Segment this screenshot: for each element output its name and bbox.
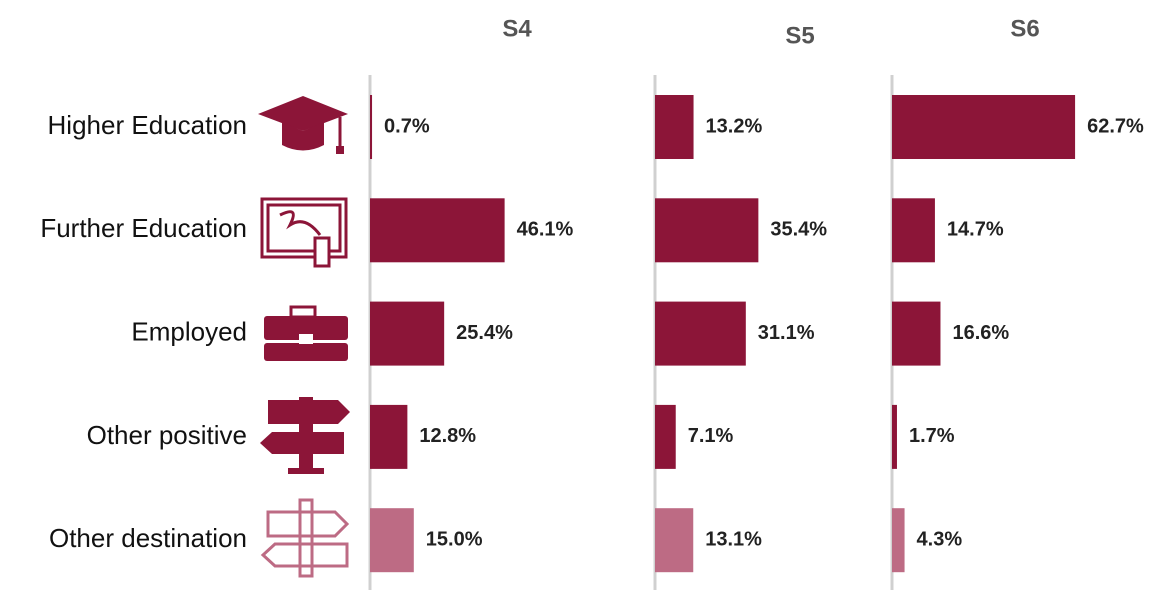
panel-header: S4 [502,15,532,42]
bar [655,95,694,159]
bar [892,508,905,573]
value-label: 7.1% [688,425,734,447]
bar [655,301,746,366]
value-label: 16.6% [952,322,1009,344]
category-label: Employed [131,316,247,346]
bar [655,198,759,263]
category-label: Further Education [40,213,247,243]
value-label: 25.4% [456,322,513,344]
bar [892,198,935,263]
category-label: Other positive [87,420,247,450]
icon-graduation-cap [258,96,348,154]
category-label: Higher Education [48,110,247,140]
bar [370,198,505,263]
icon-briefcase [264,305,348,361]
category-label: Other destination [49,523,247,553]
bar [892,95,1076,159]
bar [370,95,373,159]
bar [892,404,897,469]
value-label: 35.4% [770,219,827,241]
icon-whiteboard [260,197,348,268]
value-label: 62.7% [1087,115,1144,137]
bar [655,508,694,573]
bar [655,404,676,469]
value-label: 12.8% [419,425,476,447]
bar [370,508,414,573]
panel-header: S6 [1010,15,1039,42]
value-label: 4.3% [917,528,963,550]
icon-signpost-outline [260,498,350,578]
value-label: 31.1% [758,322,815,344]
bar [370,301,445,366]
value-label: 46.1% [517,219,574,241]
value-label: 13.2% [706,115,763,137]
icon-signpost [260,397,350,474]
value-label: 14.7% [947,219,1004,241]
value-label: 13.1% [705,528,762,550]
value-label: 15.0% [426,528,483,550]
value-label: 0.7% [384,115,430,137]
panel-header: S5 [785,22,814,49]
bar [892,301,941,366]
bar [370,404,408,469]
value-label: 1.7% [909,425,955,447]
